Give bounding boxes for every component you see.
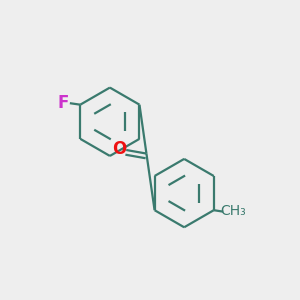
Text: O: O — [112, 140, 126, 158]
Text: CH₃: CH₃ — [220, 204, 246, 218]
Text: F: F — [57, 94, 69, 112]
